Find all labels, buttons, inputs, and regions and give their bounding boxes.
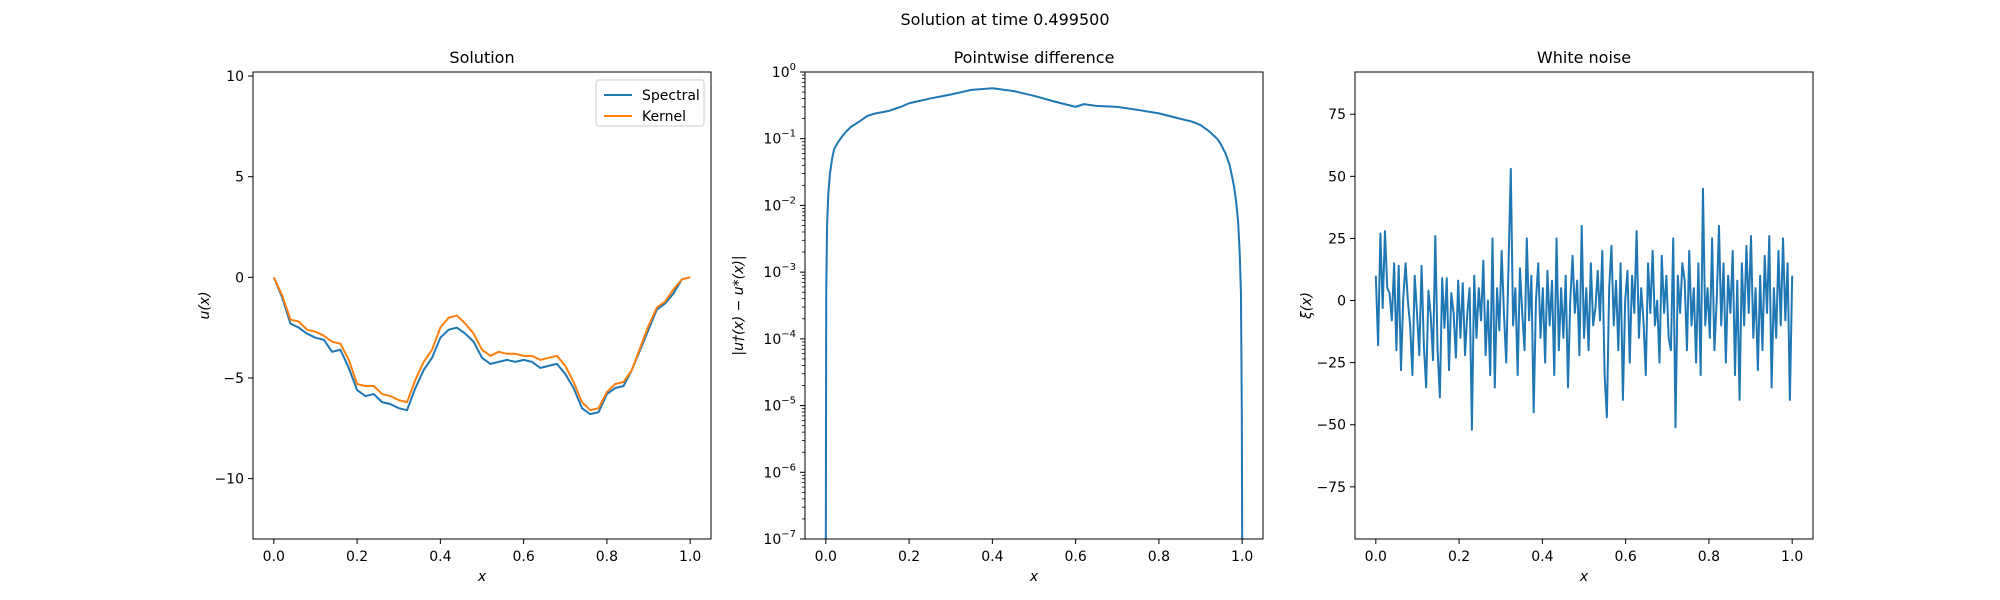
- axes-title: Solution: [449, 48, 514, 67]
- axes-title: White noise: [1537, 48, 1631, 67]
- y-axis-label: ξ(x): [1299, 292, 1315, 320]
- x-tick-label: 0.6: [1065, 549, 1087, 565]
- axes-title: Pointwise difference: [954, 48, 1115, 67]
- white-noise-panel: 0.0 0.2 0.4 0.6 0.8 1.0 75 50 25 0 −25 −50 −75 White …: [1299, 48, 1814, 585]
- x-axis-label: x: [1029, 569, 1039, 585]
- x-tick-label: 0.0: [1365, 549, 1387, 565]
- axes-frame: [1354, 71, 1814, 540]
- series-line-data: [824, 87, 1244, 539]
- series-line-data: [1374, 167, 1794, 431]
- x-tick-label: 0.8: [1148, 549, 1170, 565]
- series-line-spectral: [272, 276, 691, 416]
- legend: Spectral Kernel: [595, 79, 705, 127]
- y-tick-label: 10: [226, 69, 244, 85]
- y-axis-label: |u†(x) − u*(x)|: [731, 255, 747, 355]
- figure-suptitle: Solution at time 0.499500: [900, 10, 1109, 29]
- x-tick-label: 0.2: [346, 549, 368, 565]
- y-axis-label: u(x): [197, 291, 213, 319]
- y-tick-label: 10−7: [763, 529, 796, 548]
- x-tick-label: 0.4: [1531, 549, 1553, 565]
- legend-label: Spectral: [642, 88, 700, 104]
- x-tick-label: 0.2: [898, 549, 920, 565]
- x-tick-label: 0.8: [596, 549, 618, 565]
- x-tick-label: 0.8: [1698, 549, 1720, 565]
- y-tick-label: 10−6: [763, 462, 796, 481]
- x-axis-label: x: [1579, 569, 1589, 585]
- x-tick-label: 0.4: [429, 549, 451, 565]
- series-line-kernel: [272, 276, 691, 412]
- y-tick-label: 0: [235, 270, 244, 286]
- y-tick-label: −75: [1316, 480, 1346, 496]
- y-tick-label: −50: [1316, 418, 1346, 434]
- x-tick-label: 0.0: [263, 549, 285, 565]
- axes-frame: [804, 71, 1264, 540]
- x-tick-label: 1.0: [679, 549, 701, 565]
- y-tick-label: 10−2: [763, 195, 796, 214]
- y-tick-label: 10−3: [763, 262, 796, 281]
- y-tick-label: 50: [1328, 169, 1346, 185]
- y-tick-label: −10: [214, 472, 244, 488]
- x-tick-label: 0.6: [513, 549, 535, 565]
- x-tick-label: 0.2: [1448, 549, 1470, 565]
- x-tick-label: 1.0: [1231, 549, 1253, 565]
- solution-panel: 0.0 0.2 0.4 0.6 0.8 1.0 10 5 0 −5 −10 Solution x u(x)…: [197, 48, 712, 585]
- y-tick-label: 25: [1328, 231, 1346, 247]
- legend-label: Kernel: [642, 109, 686, 125]
- x-tick-label: 0.4: [981, 549, 1003, 565]
- y-tick-label: 0: [1337, 294, 1346, 310]
- y-tick-label: −5: [223, 371, 244, 387]
- x-tick-label: 0.6: [1615, 549, 1637, 565]
- y-tick-label: 10−1: [763, 129, 796, 148]
- y-tick-label: 5: [235, 170, 244, 186]
- y-tick-label: 75: [1328, 107, 1346, 123]
- y-tick-label: 10−4: [763, 329, 796, 348]
- axes-frame: [252, 71, 712, 540]
- y-tick-label: 100: [772, 62, 796, 81]
- x-axis-label: x: [477, 569, 487, 585]
- pointwise-difference-panel: 0.0 0.2 0.4 0.6 0.8 1.0 100 10−1 10−2 10−3 10−4 10−…: [731, 48, 1264, 585]
- x-tick-label: 0.0: [815, 549, 837, 565]
- y-tick-label: 10−5: [763, 396, 796, 415]
- x-tick-label: 1.0: [1781, 549, 1803, 565]
- y-tick-label: −25: [1316, 356, 1346, 372]
